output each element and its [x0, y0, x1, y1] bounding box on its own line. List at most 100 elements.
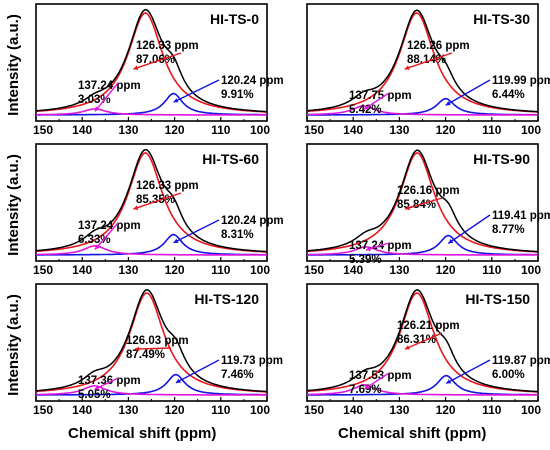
peak-main-curve: [307, 152, 538, 253]
x-tick-label: 140: [343, 263, 363, 277]
peak-high-curve: [307, 104, 538, 116]
x-tick-label: 150: [304, 263, 324, 277]
peak-position-label: 126.33 ppm: [136, 180, 199, 192]
peak-main-curve: [35, 12, 268, 113]
peak-area-label: 87.49%: [126, 349, 165, 361]
x-tick-label: 140: [72, 403, 92, 417]
x-tick-label: 110: [211, 123, 231, 137]
total-curve: [306, 9, 539, 113]
peak-position-label: 137.53 ppm: [349, 370, 412, 382]
peak-area-label: 85.35%: [136, 194, 175, 206]
peak-arrow-line: [364, 372, 390, 390]
peak-position-label: 119.87 ppm: [492, 355, 550, 367]
peak-arrow-line: [94, 82, 119, 112]
x-tick-label: 150: [304, 123, 324, 137]
x-tick-label: 150: [33, 403, 53, 417]
x-tick-label: 100: [250, 263, 270, 277]
peak-area-label: 88.14%: [407, 54, 446, 66]
peak-area-label: 87.06%: [136, 54, 175, 66]
peak-area-label: 9.91%: [221, 89, 254, 101]
peak-arrow-head: [134, 346, 140, 352]
peak-arrow-line: [363, 92, 390, 111]
x-tick-label: 130: [118, 123, 138, 137]
peak-arrow-line: [445, 79, 491, 106]
peak-arrow-head: [448, 238, 454, 244]
peak-arrow-head: [404, 345, 410, 350]
x-tick-label: 120: [165, 403, 185, 417]
x-tick-label: 150: [33, 263, 53, 277]
peak-area-label: 7.69%: [349, 384, 382, 396]
panel-5: 150 140 130 120 110 100 HI-TS-120 126.03 ppm 87.…: [33, 283, 283, 417]
peak-position-label: 137.36 ppm: [78, 375, 141, 387]
peak-position-label: 137.24 ppm: [78, 220, 141, 232]
x-tick-label: 120: [436, 123, 456, 137]
y-axis-label-row-2: Intensity (a.u.): [5, 154, 22, 256]
panel-title: HI-TS-30: [473, 11, 530, 27]
peak-arrow-line: [133, 52, 182, 70]
x-tick-label: 130: [389, 263, 409, 277]
peak-arrow-head: [133, 65, 139, 70]
peak-area-label: 3.03%: [78, 94, 111, 106]
peak-high-curve: [307, 245, 538, 256]
peak-arrow-head: [94, 106, 100, 112]
peak-arrow-line: [134, 347, 172, 350]
peak-position-label: 119.73 ppm: [221, 355, 283, 367]
x-tick-label: 100: [250, 403, 270, 417]
x-tick-label: 130: [118, 263, 138, 277]
x-tick-label: 120: [436, 263, 456, 277]
x-tick-label: 120: [165, 263, 185, 277]
x-tick-label: 140: [72, 123, 92, 137]
panel-title: HI-TS-150: [465, 291, 530, 307]
x-tick-label: 100: [521, 263, 541, 277]
peak-position-label: 137.24 ppm: [78, 80, 141, 92]
panel-1: 150 140 130 120 110 100 HI-TS-0 126.33 ppm 87.06…: [33, 3, 284, 137]
peak-arrow-line: [404, 52, 453, 70]
x-tick-label: 130: [389, 403, 409, 417]
peak-position-label: 126.33 ppm: [136, 40, 199, 52]
peak-high-curve: [36, 244, 267, 256]
peak-main-curve: [35, 292, 267, 393]
peak-arrow-head: [133, 205, 139, 210]
y-axis-label-row-1: Intensity (a.u.): [5, 14, 22, 116]
panel-6: 150 140 130 120 110 100 HI-TS-150 126.21 ppm 86.…: [304, 283, 550, 417]
peak-arrow-line: [447, 214, 491, 244]
x-tick-label: 130: [389, 123, 409, 137]
peak-position-label: 126.03 ppm: [126, 335, 189, 347]
peak-main-curve: [306, 12, 539, 113]
peak-position-label: 137.75 ppm: [349, 90, 412, 102]
peak-position-label: 126.21 ppm: [397, 320, 460, 332]
peak-arrow-line: [404, 332, 443, 350]
peak-arrow-head: [404, 65, 410, 70]
peak-arrow-line: [404, 197, 443, 210]
peak-area-label: 6.33%: [78, 234, 111, 246]
x-tick-label: 100: [521, 123, 541, 137]
peak-main-curve: [306, 292, 539, 393]
panel-3: 150 140 130 120 110 100 HI-TS-60 126.33 ppm 85.3…: [33, 143, 284, 277]
x-tick-label: 100: [250, 123, 270, 137]
peak-arrow-head: [365, 246, 371, 252]
peak-arrow-line: [94, 222, 119, 250]
peak-area-label: 6.44%: [492, 89, 525, 101]
peak-arrow-line: [173, 79, 220, 103]
peak-arrow-head: [364, 384, 370, 389]
peak-area-label: 8.31%: [221, 229, 254, 241]
peak-arrow-head: [175, 378, 181, 383]
x-tick-label: 110: [482, 263, 502, 277]
total-curve: [35, 148, 267, 253]
peak-high-curve: [307, 383, 538, 396]
peak-area-label: 7.46%: [221, 369, 254, 381]
peak-position-label: 126.16 ppm: [397, 185, 460, 197]
peak-arrow-head: [173, 238, 179, 243]
x-tick-label: 120: [165, 123, 185, 137]
x-tick-label: 120: [436, 403, 456, 417]
peak-arrow-head: [445, 100, 451, 106]
total-curve: [306, 149, 539, 253]
peak-arrow-line: [445, 359, 491, 384]
total-curve: [35, 289, 268, 393]
peak-high-curve: [36, 385, 267, 396]
peak-arrow-line: [173, 219, 220, 244]
x-tick-label: 140: [72, 263, 92, 277]
peak-arrow-head: [173, 98, 179, 103]
